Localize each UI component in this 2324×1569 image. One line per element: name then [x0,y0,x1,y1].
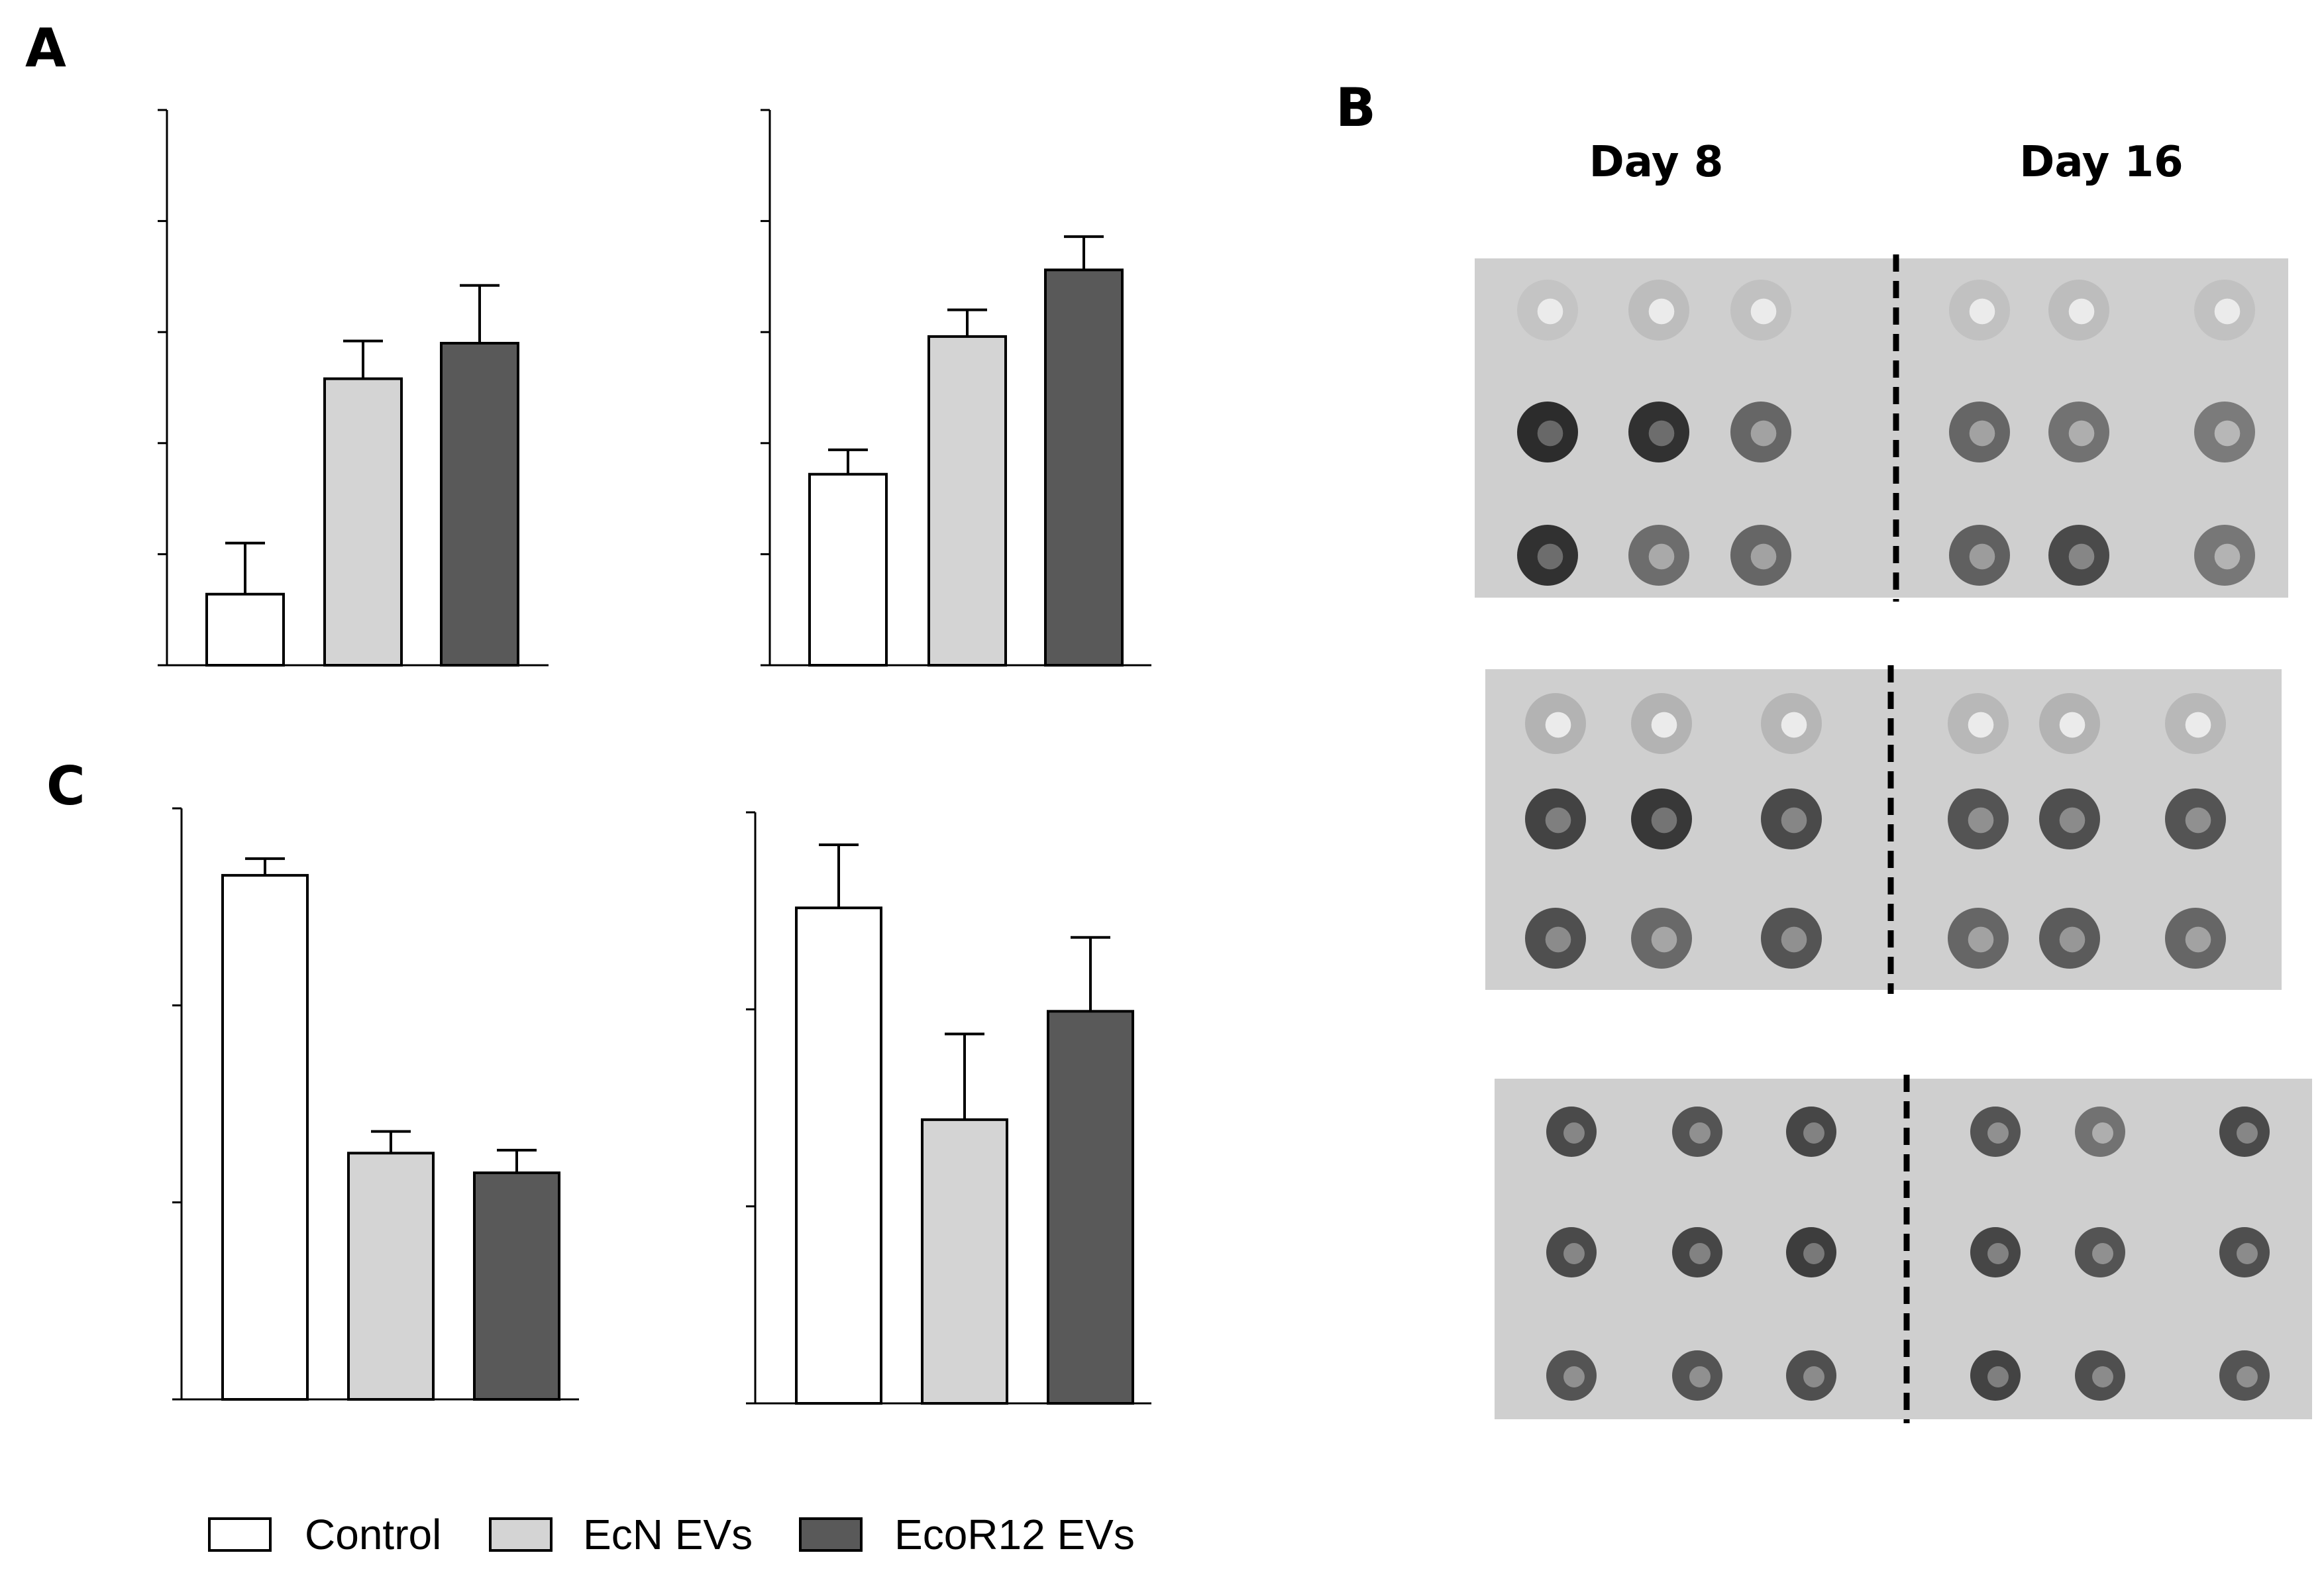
blot-ompa [1485,665,2282,994]
blot-dot-center [2214,543,2241,570]
bar [1044,268,1124,667]
blot-dot-center [1750,420,1777,447]
bar [808,472,888,667]
bar [347,1152,435,1401]
blot-dot-center [1803,1122,1824,1144]
blot-dot-center [1651,807,1677,834]
bar [440,341,519,667]
blot-dot-center [1648,543,1675,570]
blot-dot-center [1648,298,1675,325]
blot-dot-center [1545,926,1571,953]
chart-zonulin-day8 [172,807,579,1401]
blot-dot-center [1781,807,1807,834]
blot-dot-center [1563,1366,1585,1387]
blot-day-header-16: Day 16 [2019,138,2183,187]
blot-dot-center [2214,298,2241,325]
blot-dot-center [2059,926,2086,953]
blot-dot-center [1689,1122,1711,1144]
legend-label-ecn: EcN EVs [583,1511,753,1558]
bar [221,874,309,1401]
chart-zonulin-day16 [746,811,1151,1405]
blot-dot-center [2237,1243,2258,1264]
blot-dot-center [2237,1366,2258,1387]
legend-label-control: Control [305,1511,441,1558]
blot-dot-center [1987,1122,2009,1144]
blot-dot-center [2068,420,2095,447]
dot-blot-panel: Day 8 Day 16 [1475,138,2312,1423]
blot-membrane [1485,669,2282,990]
bar [1047,1010,1134,1405]
blot-dot-center [2059,807,2086,834]
blot-membrane [1475,258,2288,598]
blot-dot-center [1651,712,1677,738]
blot-dot-center [1537,543,1563,570]
panel-label-b: B [1336,77,1376,138]
blot-dot-center [1545,712,1571,738]
blot-dot-center [2185,807,2211,834]
legend-label-ecor12: EcoR12 EVs [894,1511,1135,1558]
blot-dot-center [1781,712,1807,738]
blot-dot-center [2185,712,2211,738]
bar [205,592,285,667]
blot-vinculin [1495,1075,2312,1423]
panel-label-a: A [25,17,66,79]
blot-dot-center [1803,1366,1824,1387]
blot-dot-center [1651,926,1677,953]
blot-dot-center [1563,1243,1585,1264]
blot-dot-center [2237,1122,2258,1144]
blot-dot-center [1987,1366,2009,1387]
blot-dot-center [1969,543,1995,570]
blot-dot-center [1689,1243,1711,1264]
blot-dot-center [1563,1122,1585,1144]
blot-dot-center [1969,420,1995,447]
blot-lps [1475,254,2288,602]
blot-dot-center [2059,712,2086,738]
blot-dot-center [1750,298,1777,325]
bar [473,1171,560,1401]
blot-dot-center [1781,926,1807,953]
blot-dot-center [1987,1243,2009,1264]
blot-dot-center [1750,543,1777,570]
bar [927,335,1007,667]
blot-dot-center [1648,420,1675,447]
legend-swatch-control [208,1517,272,1552]
bar [323,377,403,667]
blot-dot-center [2214,420,2241,447]
blot-dot-center [2185,926,2211,953]
legend: Control EcN EVs EcoR12 EVs [208,1511,1135,1558]
blot-dot-center [1968,926,1994,953]
blot-membrane [1495,1079,2312,1419]
blot-day-header-8: Day 8 [1589,138,1724,187]
blot-dot-center [1803,1243,1824,1264]
legend-swatch-ecor12 [799,1517,863,1552]
legend-swatch-ecn [489,1517,553,1552]
chart-lps-day8 [158,109,549,667]
chart-lps-day16 [761,109,1151,667]
blot-dot-center [1537,298,1563,325]
blot-dot-center [1689,1366,1711,1387]
blot-dot-center [1537,420,1563,447]
blot-dot-center [2092,1366,2113,1387]
bar [921,1118,1008,1405]
blot-dot-center [1969,298,1995,325]
bar [795,906,882,1405]
blot-dot-center [1545,807,1571,834]
blot-dot-center [2092,1122,2113,1144]
blot-dot-center [2068,298,2095,325]
panel-label-c: C [46,755,85,817]
blot-dot-center [1968,807,1994,834]
blot-dot-center [2092,1243,2113,1264]
blot-dot-center [1968,712,1994,738]
blot-dot-center [2068,543,2095,570]
